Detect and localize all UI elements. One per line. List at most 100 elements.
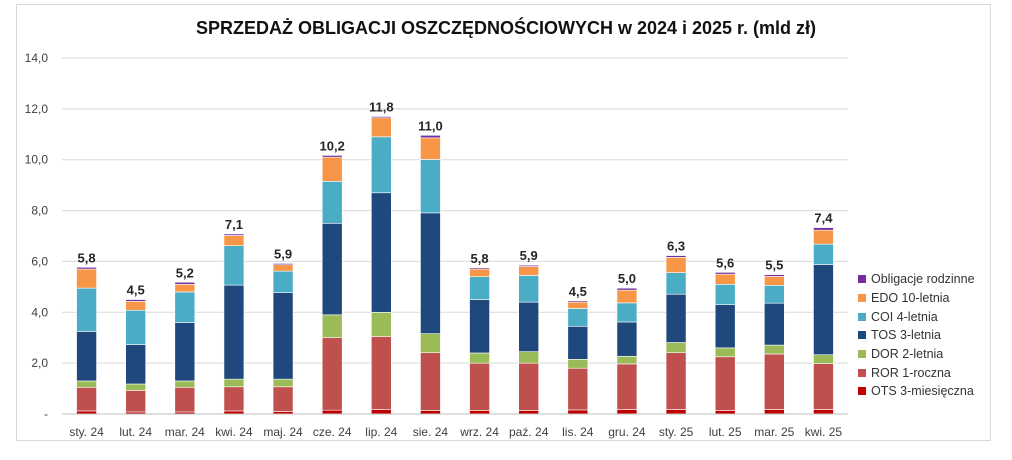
bar-segment	[371, 117, 392, 138]
bar-segment	[764, 302, 785, 346]
bar-segment	[174, 284, 196, 293]
bar-segment	[272, 292, 294, 380]
total-label: 4,5	[127, 283, 145, 298]
bar-segment	[665, 255, 687, 258]
bar-segment	[616, 287, 638, 291]
legend-swatch	[858, 387, 866, 396]
legend-item: COI 4-letnia	[858, 307, 975, 326]
bar-stack	[469, 267, 490, 415]
bar-segment	[764, 274, 785, 277]
bar-segment	[714, 410, 736, 415]
legend-swatch	[858, 368, 866, 377]
bar-segment	[665, 342, 687, 354]
x-tick-label: lut. 25	[709, 425, 742, 439]
bar-segment	[223, 245, 245, 286]
bar-stack	[223, 233, 245, 415]
total-label: 5,8	[471, 251, 489, 266]
legend-label: TOS 3-letnia	[871, 328, 941, 343]
bar-segment	[76, 386, 97, 412]
legend-label: COI 4-letnia	[871, 309, 938, 324]
bar-segment	[76, 266, 97, 270]
bar-stack	[321, 155, 343, 415]
y-tick-label: 4,0	[31, 305, 48, 319]
bar-stack	[371, 116, 392, 415]
total-label: 6,3	[667, 239, 685, 254]
legend-swatch	[858, 275, 866, 284]
x-tick-label: sty. 25	[659, 425, 694, 439]
bar-segment	[813, 227, 834, 231]
legend-swatch	[858, 294, 866, 303]
bar-segment	[764, 276, 785, 286]
bar-segment	[321, 155, 343, 158]
bar-segment	[321, 156, 343, 182]
bar-stack	[174, 281, 196, 415]
bar-segment	[567, 300, 589, 303]
bar-segment	[714, 356, 736, 411]
bar-segment	[714, 284, 736, 305]
bar-stack	[518, 264, 539, 415]
bar-segment	[714, 273, 736, 285]
bar-segment	[174, 281, 196, 285]
bar-segment	[420, 333, 441, 354]
bar-segment	[76, 380, 97, 388]
bar-segment	[125, 390, 146, 413]
x-tick-label: sty. 24	[69, 425, 104, 439]
bar-segment	[174, 386, 196, 413]
bar-segment	[223, 235, 245, 246]
legend-label: EDO 10-letnia	[871, 291, 950, 306]
bar-segment	[665, 293, 687, 343]
total-label: 5,0	[618, 271, 636, 286]
bar-segment	[371, 116, 392, 119]
y-tick-label: 8,0	[31, 204, 48, 218]
bar-segment	[420, 159, 441, 214]
bar-segment	[272, 264, 294, 272]
bar-segment	[616, 321, 638, 357]
bar-segment	[371, 192, 392, 313]
x-axis: sty. 24 lut. 24 mar. 24 kwi. 24 maj. 24 cze. …	[62, 413, 848, 439]
total-label: 5,2	[176, 265, 194, 280]
bar-segment	[76, 287, 97, 332]
total-label: 5,8	[78, 250, 96, 265]
bar-segment	[567, 301, 589, 309]
bar-segment	[567, 409, 589, 415]
total-labels: 5,8 4,5 5,2 7,1 5,9 10,2 11,8 11,0 5,8 5,9 4,5 5,0 6…	[78, 99, 834, 298]
bar-segment	[518, 266, 539, 276]
bar-segment	[616, 363, 638, 410]
bar-segment	[616, 409, 638, 415]
bar-segment	[272, 263, 294, 266]
y-tick-label: 10,0	[25, 153, 49, 167]
bar-segment	[813, 363, 834, 410]
bar-segment	[272, 386, 294, 412]
legend-label: ROR 1-roczna	[871, 365, 951, 380]
bar-segment	[665, 352, 687, 410]
bar-segment	[174, 291, 196, 323]
bar-segment	[420, 135, 441, 139]
bar-segment	[371, 336, 392, 410]
bar-segment	[223, 386, 245, 412]
bar-stack	[665, 255, 687, 415]
y-axis: - 2,0 4,0 6,0 8,0 10,0 12,0 14,0	[25, 51, 49, 421]
total-label: 11,0	[418, 118, 443, 133]
bar-segment	[714, 272, 736, 275]
bar-segment	[567, 359, 589, 369]
bar-segment	[469, 299, 490, 354]
bar-stack	[125, 299, 146, 415]
x-tick-label: gru. 24	[608, 425, 646, 439]
bar-segment	[616, 302, 638, 323]
bar-segment	[125, 299, 146, 302]
bar-segment	[813, 243, 834, 265]
legend-swatch	[858, 331, 866, 340]
bar-segment	[813, 229, 834, 245]
total-label: 4,5	[569, 284, 587, 299]
legend-swatch	[858, 350, 866, 359]
bar-segment	[469, 276, 490, 300]
x-tick-label: mar. 24	[165, 425, 205, 439]
bar-segment	[223, 233, 245, 236]
bar-segment	[420, 410, 441, 415]
legend-item: OTS 3-miesięczna	[858, 382, 975, 401]
bar-segment	[813, 354, 834, 364]
bar-segment	[665, 272, 687, 295]
legend-item: Obligacje rodzinne	[858, 270, 975, 289]
y-tick-label: 12,0	[25, 102, 49, 116]
